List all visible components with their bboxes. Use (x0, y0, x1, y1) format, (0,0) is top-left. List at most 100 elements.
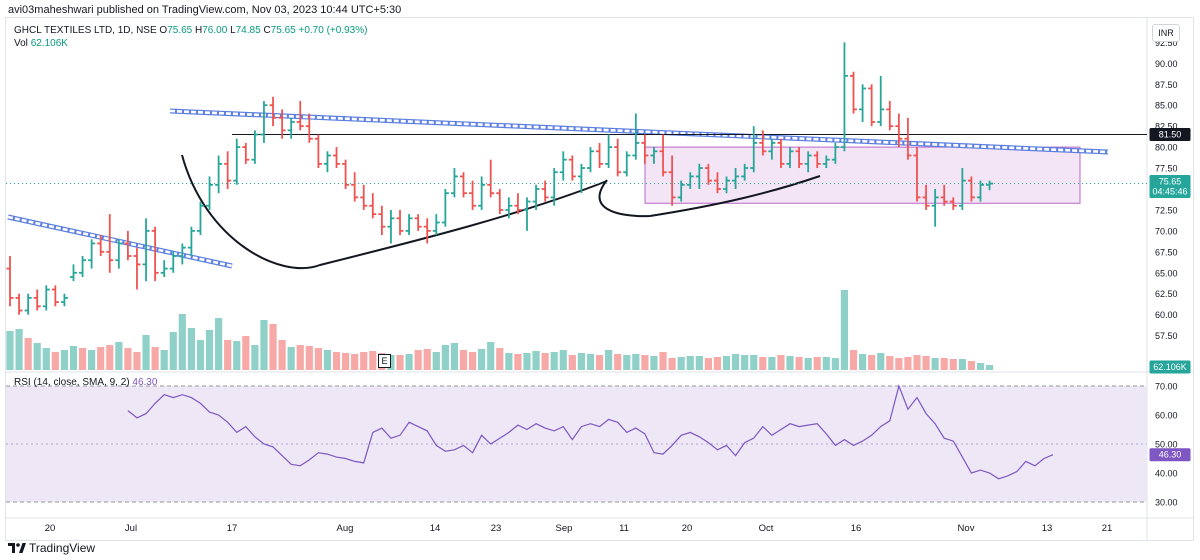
price-tick-label: 90.00 (1155, 59, 1178, 69)
ohlc-bar (278, 109, 286, 139)
volume-bar (786, 356, 794, 370)
volume-bar (949, 359, 957, 370)
earnings-marker[interactable]: E (378, 354, 391, 368)
rsi-value: 46.30 (132, 377, 158, 388)
ohlc-bar (169, 251, 177, 273)
volume-bar (287, 347, 295, 370)
volume-bar (541, 353, 549, 370)
footer-brand: TradingView (8, 541, 95, 555)
ohlc-bar (831, 142, 839, 164)
volume-bar (69, 346, 78, 370)
ohlc-bar (469, 180, 477, 210)
ohlc-bar (460, 172, 467, 198)
volume-bar (468, 352, 477, 370)
ohlc-bar (668, 155, 676, 206)
ohlc-bar (922, 184, 930, 210)
ohlc-bar (840, 42, 848, 152)
volume-bar (931, 358, 939, 370)
handle-curve (598, 175, 821, 218)
volume-bar (677, 357, 685, 370)
volume-bar (323, 350, 332, 370)
volume-bar (478, 349, 486, 370)
ohlc-bar (523, 197, 531, 231)
last-price-tag-bg (1149, 175, 1191, 199)
rsi-line (127, 384, 1054, 480)
volume-bar (405, 354, 413, 370)
open-label: O (159, 25, 168, 36)
time-tick-label: Nov (958, 523, 975, 534)
ohlc-bar (378, 205, 386, 236)
ohlc-bar (704, 163, 712, 185)
volume-bar (605, 350, 613, 370)
level-price-tag: 81.50 (1149, 128, 1191, 142)
ohlc-bar (106, 214, 114, 273)
high-value: 76.00 (202, 25, 228, 36)
price-tick-label: 70.00 (1155, 226, 1178, 236)
ohlc-bar (568, 155, 576, 181)
ohlc-bar (868, 84, 876, 127)
volume-bar (514, 354, 522, 370)
volume-bar (614, 354, 622, 370)
symbol-legend: GHCL TEXTILES LTD, 1D, NSE O75.65 H76.00… (14, 25, 367, 36)
ohlc-bar (206, 176, 214, 210)
ohlc-bar (269, 96, 277, 127)
ohlc-bar (859, 84, 867, 122)
ohlc-bar (877, 75, 885, 127)
ohlc-bar (623, 151, 631, 177)
volume-bar (432, 352, 440, 370)
ohlc-bar (632, 113, 640, 160)
ohlc-bar (577, 163, 585, 194)
ohlc-bar (596, 142, 604, 169)
volume-bar (142, 335, 150, 370)
ohlc-bar (478, 176, 486, 210)
rsi-legend: RSI (14, close, SMA, 9, 2) 46.30 (14, 377, 157, 388)
volume-bar (713, 357, 722, 370)
volume-bar (958, 359, 966, 370)
ohlc-bar (686, 172, 694, 189)
currency-button[interactable]: INR (1152, 24, 1180, 42)
volume-bar (242, 336, 250, 370)
ohlc-bar (514, 193, 522, 215)
ohlc-bar (550, 168, 558, 206)
time-tick-label: 17 (227, 523, 238, 534)
ohlc-bar (940, 184, 948, 206)
rsi-tick-label: 40.00 (1155, 469, 1178, 479)
volume-bar (296, 345, 304, 370)
close-value: 75.65 (270, 25, 296, 36)
ohlc-bar (750, 126, 758, 173)
volume-bar (441, 345, 449, 370)
ohlc-bar (305, 113, 313, 143)
volume-bar (459, 350, 468, 370)
volume-bar (42, 348, 50, 370)
ohlc-bar (505, 197, 513, 219)
ohlc-bar (396, 209, 404, 236)
volume-bar (133, 352, 141, 370)
price-tick-label: 80.00 (1155, 143, 1178, 153)
ohlc-bar (251, 130, 259, 164)
volume-bar (623, 355, 631, 370)
ohlc-bar (822, 155, 830, 169)
volume-tag: 62.106K (1149, 360, 1191, 374)
ohlc-bar (541, 180, 549, 202)
volume-bar (777, 355, 785, 370)
ohlc-bar (15, 293, 23, 315)
volume-bar (423, 349, 431, 370)
time-tick-label: Aug (337, 523, 354, 534)
ohlc-bar (414, 214, 422, 231)
volume-bar (278, 340, 286, 370)
time-tick-label: Oct (759, 523, 774, 534)
low-value: 74.85 (235, 25, 261, 36)
volume-bar (732, 354, 740, 370)
rsi-value-tag: 46.30 (1149, 448, 1191, 462)
ohlc-bar (160, 260, 168, 277)
volume-bar (523, 353, 531, 370)
time-tick-label: 23 (491, 523, 502, 534)
ohlc-bar (732, 168, 740, 189)
volume-bar (260, 320, 268, 370)
rsi-tick-label: 70.00 (1155, 382, 1178, 392)
volume-bar (595, 355, 604, 370)
rsi-tick-label: 30.00 (1155, 498, 1178, 508)
upper-trendline-inner (169, 109, 1109, 154)
